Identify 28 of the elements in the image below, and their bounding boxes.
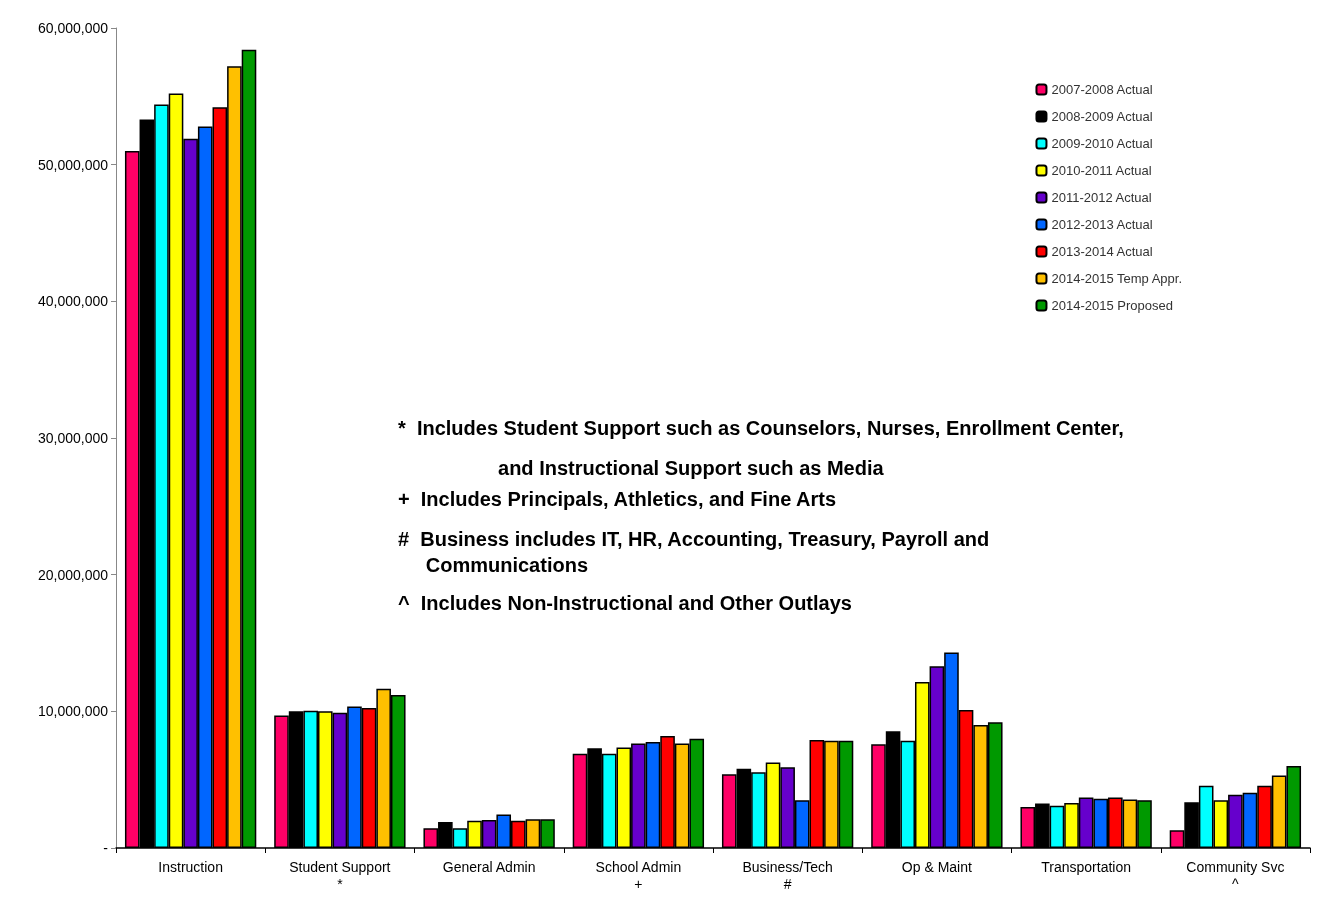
x-tick-label: Instruction bbox=[158, 858, 223, 875]
y-tick-label: 40,000,000 bbox=[37, 293, 109, 310]
x-tick-label: Op & Maint bbox=[901, 858, 972, 875]
x-tick-label: School Admin + bbox=[595, 858, 682, 892]
y-tick-label: 10,000,000 bbox=[37, 703, 109, 720]
y-tick-label: 60,000,000 bbox=[37, 20, 109, 36]
legend-label: 2014-2015 Proposed bbox=[1051, 298, 1173, 313]
annotation: + Includes Principals, Athletics, and Fine Arts bbox=[398, 488, 837, 510]
y-tick-label: 30,000,000 bbox=[37, 430, 109, 446]
y-tick-label: 20,000,000 bbox=[37, 566, 109, 583]
x-tick-label: Transportation bbox=[1041, 858, 1131, 875]
legend-label: 2014-2015 Temp Appr. bbox=[1051, 271, 1183, 286]
legend-label: 2012-2013 Actual bbox=[1051, 217, 1153, 232]
x-tick-label: Business/Tech # bbox=[742, 858, 833, 892]
legend-label: 2007-2008 Actual bbox=[1051, 82, 1153, 97]
x-tick-label: Student Support * bbox=[289, 858, 391, 892]
annotation: ^ Includes Non-Instructional and Other Outlays bbox=[398, 592, 852, 614]
y-tick-label: - bbox=[103, 840, 109, 856]
x-tick-label: Community Svc ^ bbox=[1186, 858, 1285, 892]
x-tick-label: General Admin bbox=[442, 858, 536, 875]
annotation: # Business includes IT, HR, Accounting, Treasury, Payroll and Communications bbox=[398, 528, 990, 576]
legend-label: 2013-2014 Actual bbox=[1051, 244, 1153, 259]
y-tick-label: 50,000,000 bbox=[37, 156, 109, 173]
legend-label: 2009-2010 Actual bbox=[1051, 136, 1153, 151]
legend-label: 2011-2012 Actual bbox=[1051, 190, 1152, 205]
legend-label: 2008-2009 Actual bbox=[1051, 109, 1153, 124]
annotation: * Includes Student Support such as Counselors, Nurses, Enrollment Center, and Instructional Support such as Media bbox=[398, 417, 1124, 479]
legend-label: 2010-2011 Actual bbox=[1051, 163, 1152, 178]
